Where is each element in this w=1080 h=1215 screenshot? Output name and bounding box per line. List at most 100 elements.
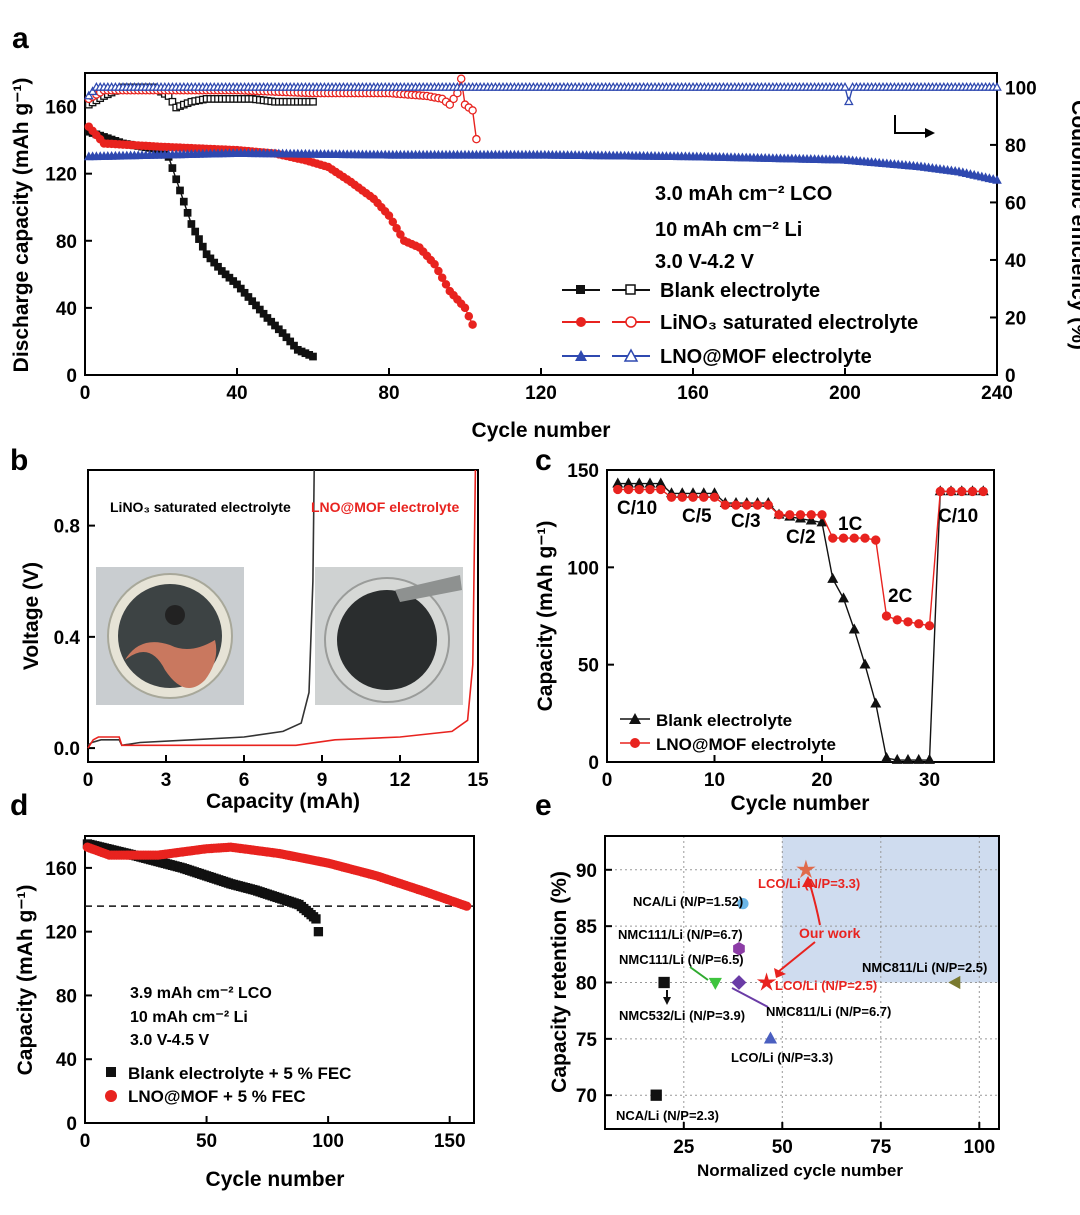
series-c-1-point-34 — [978, 486, 988, 497]
series-a-2-point-79 — [384, 211, 394, 220]
legend-d-marker-1 — [106, 1067, 116, 1077]
series-a-1-point-59 — [309, 97, 317, 106]
right-axis-arrowhead — [925, 128, 935, 138]
y-tick-label-d-2: 80 — [56, 986, 77, 1007]
y2-ticks-a: 0 20 40 60 80 100 — [990, 78, 1037, 387]
x-tick-label-b-3: 9 — [317, 770, 328, 791]
y-tick-label-a-4: 160 — [45, 98, 77, 119]
scatter-point-e-9 — [650, 1089, 662, 1101]
photo-right — [315, 567, 463, 705]
series-c-0-point-20 — [827, 572, 839, 583]
series-a-0-point-26 — [183, 208, 192, 217]
y-tick-label-a2-2: 40 — [1005, 251, 1026, 272]
annotation-a-3: 3.0 V-4.2 V — [655, 251, 755, 273]
series-c-0-point-27 — [902, 753, 914, 764]
x-tick-label-d-3: 150 — [434, 1131, 466, 1152]
series-a-5-point-239 — [992, 81, 1002, 91]
series-c-1-point-8 — [699, 492, 709, 502]
y-axis-label-b: Voltage (V) — [20, 562, 43, 670]
points-e — [650, 859, 961, 1101]
series-c-1-point-31 — [946, 486, 956, 497]
legend-d-marker-2 — [105, 1090, 117, 1102]
series-a-3-point-102 — [472, 134, 481, 144]
x-tick-label-d-2: 100 — [312, 1131, 344, 1152]
x-tick-label-b-1: 3 — [161, 770, 172, 791]
series-d-1-point-156 — [462, 901, 472, 911]
point-label-3: NMC111/Li (N/P=6.7) — [618, 927, 743, 942]
y-tick-label-e-4: 90 — [576, 861, 597, 882]
series-c-1-point-7 — [688, 492, 698, 502]
series-a-2-point-80 — [388, 217, 398, 227]
point-label-2: NCA/Li (N/P=1.52) — [633, 894, 743, 909]
y-axis-label-e: Capacity retention (%) — [548, 871, 571, 1093]
panel-label-c: c — [535, 444, 552, 477]
series-b — [87, 469, 477, 749]
scatter-point-e-6 — [756, 972, 777, 991]
y-tick-label-d-4: 160 — [45, 859, 77, 880]
series-a-0-point-22 — [168, 164, 177, 172]
series-a-2-point-81 — [392, 223, 401, 233]
x-tick-label-b-4: 12 — [389, 770, 410, 791]
x-tick-label-c-0: 0 — [602, 770, 613, 791]
x-tick-label-a-5: 200 — [829, 383, 861, 404]
y2-axis-label-a: Coulombic efficiency (%) — [1067, 100, 1080, 350]
y-tick-label-a2-5: 100 — [1005, 78, 1037, 99]
y-ticks-e: 70 75 80 85 90 — [576, 861, 612, 1107]
nmc811-arrow — [731, 987, 769, 1008]
series-a-0-point-59 — [309, 352, 317, 361]
y-axis-label-d: Capacity (mAh g⁻¹) — [14, 885, 37, 1076]
series-d — [82, 839, 474, 937]
series-c-1-point-16 — [785, 510, 795, 520]
x-tick-label-b-2: 6 — [239, 770, 250, 791]
legend-c-marker-1 — [629, 713, 641, 724]
x-axis-label-c: Cycle number — [731, 792, 870, 815]
series-a-0-point-23 — [172, 175, 181, 184]
series-c-1-point-6 — [677, 492, 687, 502]
series-c-1-point-15 — [774, 510, 784, 520]
series-c-0-point-26 — [891, 753, 903, 764]
y-tick-label-c-3: 150 — [567, 461, 599, 482]
series-c-1-point-14 — [763, 500, 773, 510]
x-axis-label-b: Capacity (mAh) — [206, 790, 360, 813]
label-b-1: LiNO₃ saturated electrolyte — [110, 499, 291, 515]
series-a-2-point-99 — [460, 303, 470, 313]
x-ticks-a: 0 40 80 120 160 200 240 — [80, 368, 1013, 404]
series-c-0-point-21 — [838, 592, 849, 603]
y-ticks-b: 0.0 0.4 0.8 — [54, 517, 95, 760]
legend-a-label-1: Blank electrolyte — [660, 280, 820, 302]
point-label-10: NCA/Li (N/P=2.3) — [616, 1108, 719, 1123]
scatter-point-e-3 — [708, 977, 722, 990]
our-work-arrowhead-2 — [774, 968, 786, 978]
y-ticks-a: 0 40 80 120 160 — [45, 98, 92, 387]
legend-a-marker-1b — [625, 284, 636, 295]
legend-a-marker-2b — [625, 316, 637, 328]
our-work-label: Our work — [799, 925, 861, 941]
scatter-point-e-0 — [796, 859, 816, 879]
series-a-4-point-239 — [992, 174, 1002, 184]
x-tick-label-a-2: 80 — [378, 383, 399, 404]
x-tick-label-a-4: 160 — [677, 383, 709, 404]
y-tick-label-b-2: 0.8 — [54, 517, 80, 538]
legend-d-label-1: Blank electrolyte + 5 % FEC — [128, 1064, 351, 1083]
point-label-6: NMC811/Li (N/P=6.7) — [766, 1004, 891, 1019]
x-tick-label-a-3: 120 — [525, 383, 557, 404]
series-c-1-point-10 — [720, 500, 730, 510]
legend-c-marker-2 — [630, 738, 640, 748]
y-ticks-d: 0 40 80 120 160 — [45, 859, 92, 1135]
rate-label-2: C/5 — [682, 506, 712, 527]
y-tick-label-a2-3: 60 — [1005, 193, 1026, 214]
series-c-1-point-4 — [656, 484, 666, 495]
series-c-1-point-32 — [957, 486, 967, 497]
series-a-5-point-1 — [87, 86, 98, 96]
chart-d: 0 50 100 150 0 40 80 120 160 3.9 mAh cm⁻² LCO 1… — [14, 835, 475, 1191]
series-a-5-point-200 — [843, 96, 854, 106]
scatter-point-e-2 — [733, 941, 745, 956]
series-c-1-point-3 — [645, 484, 655, 495]
rate-label-7: C/10 — [938, 506, 978, 527]
series-a — [83, 74, 1002, 361]
series-c-0-point-29 — [924, 753, 935, 764]
series-c-0-point-19 — [816, 516, 828, 527]
series-a-3-point-101 — [468, 106, 477, 115]
x-axis-label-d: Cycle number — [206, 1168, 345, 1191]
